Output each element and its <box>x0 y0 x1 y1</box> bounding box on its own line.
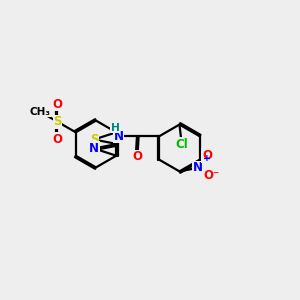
Text: N: N <box>89 142 99 155</box>
Text: O⁻: O⁻ <box>203 169 219 182</box>
Text: Cl: Cl <box>176 138 188 151</box>
Text: S: S <box>90 133 98 146</box>
Text: O: O <box>202 149 212 162</box>
Text: CH₃: CH₃ <box>30 107 51 117</box>
Text: N: N <box>193 161 203 174</box>
Text: H: H <box>111 123 119 133</box>
Text: N: N <box>114 130 124 143</box>
Text: S: S <box>53 115 62 128</box>
Text: O: O <box>52 133 62 146</box>
Text: +: + <box>203 154 211 164</box>
Text: O: O <box>132 150 142 164</box>
Text: O: O <box>52 98 62 111</box>
